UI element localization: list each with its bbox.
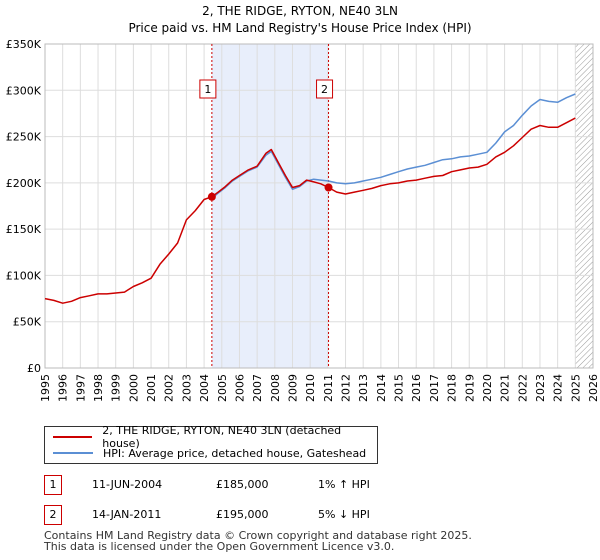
sale-label-text: 2	[321, 83, 328, 96]
footer-line-1: Contains HM Land Registry data © Crown c…	[44, 529, 472, 542]
x-tick-label: 2000	[127, 374, 140, 402]
x-tick-label: 2004	[198, 374, 211, 402]
sale-row-2: 2 14-JAN-2011 £195,000 5% ↓ HPI	[44, 505, 444, 527]
x-tick-label: 1999	[110, 374, 123, 402]
x-tick-label: 2016	[410, 374, 423, 402]
property-price-line	[44, 117, 576, 304]
sale-badge-1: 1	[44, 475, 62, 495]
plot-frame	[44, 43, 594, 369]
sale-hpi-1: 1% ↑ HPI	[318, 478, 370, 491]
x-tick-label: 1995	[39, 374, 52, 402]
legend-item-property: 2, THE RIDGE, RYTON, NE40 3LN (detached …	[53, 424, 377, 450]
x-tick-label: 2020	[481, 374, 494, 402]
x-tick-label: 1998	[92, 374, 105, 402]
y-tick-label: £50K	[13, 316, 42, 329]
sale-label-box	[316, 79, 334, 99]
chart-title: 2, THE RIDGE, RYTON, NE40 3LN	[202, 4, 398, 18]
sale-point	[324, 183, 333, 192]
x-tick-label: 2018	[446, 374, 459, 402]
hatched-region	[575, 44, 593, 368]
x-tick-label: 1996	[57, 374, 70, 402]
x-tick-label: 2019	[463, 374, 476, 402]
y-tick-label: £200K	[6, 177, 42, 190]
price-chart: 2, THE RIDGE, RYTON, NE40 3LN Price paid …	[6, 4, 600, 402]
x-tick-label: 2006	[233, 374, 246, 402]
y-tick-label: £100K	[6, 269, 42, 282]
x-tick-label: 2012	[340, 374, 353, 402]
sale-hpi-2: 5% ↓ HPI	[318, 508, 370, 521]
sale-row-1: 1 11-JUN-2004 £185,000 1% ↑ HPI	[44, 475, 444, 497]
x-tick-label: 2022	[516, 374, 529, 402]
x-tick-label: 2025	[569, 374, 582, 402]
x-tick-label: 2009	[286, 374, 299, 402]
legend-swatch-red	[53, 436, 93, 438]
sale-badge-2: 2	[44, 505, 62, 525]
legend-swatch-blue	[53, 452, 93, 454]
x-tick-label: 2014	[375, 374, 388, 402]
y-tick-label: £150K	[6, 223, 42, 236]
x-tick-label: 2017	[428, 374, 441, 402]
x-tick-label: 2015	[393, 374, 406, 402]
x-tick-label: 2011	[322, 374, 335, 402]
y-tick-label: £300K	[6, 84, 42, 97]
sale-label-box	[199, 79, 217, 99]
sale-date-2: 14-JAN-2011	[92, 508, 162, 521]
sale-point	[207, 192, 216, 201]
chart-legend: 2, THE RIDGE, RYTON, NE40 3LN (detached …	[44, 424, 378, 464]
x-tick-label: 2001	[145, 374, 158, 402]
y-tick-label: £0	[27, 362, 41, 375]
chart-subtitle: Price paid vs. HM Land Registry's House …	[128, 21, 471, 35]
sale-price-2: £195,000	[216, 508, 269, 521]
legend-label-property: 2, THE RIDGE, RYTON, NE40 3LN (detached …	[102, 424, 342, 450]
footer-line-2: This data is licensed under the Open Gov…	[44, 540, 395, 553]
x-tick-label: 2007	[251, 374, 264, 402]
x-tick-label: 2021	[499, 374, 512, 402]
x-tick-label: 2002	[163, 374, 176, 402]
x-tick-label: 2010	[304, 374, 317, 402]
footer-text: Contains HM Land Registry data © Crown c…	[44, 530, 472, 552]
sale-period-shading	[211, 44, 329, 368]
x-tick-label: 1997	[74, 374, 87, 402]
x-tick-label: 2003	[180, 374, 193, 402]
x-tick-label: 2013	[357, 374, 370, 402]
x-tick-label: 2005	[216, 374, 229, 402]
sale-label-text: 1	[204, 83, 211, 96]
y-tick-label: £250K	[6, 131, 42, 144]
sale-price-1: £185,000	[216, 478, 269, 491]
legend-item-hpi: HPI: Average price, detached house, Gate…	[53, 446, 366, 460]
hpi-line	[211, 93, 576, 200]
x-tick-label: 2026	[587, 374, 600, 402]
x-tick-label: 2024	[552, 374, 565, 402]
x-tick-label: 2008	[269, 374, 282, 402]
sale-date-1: 11-JUN-2004	[92, 478, 163, 491]
y-tick-label: £350K	[6, 38, 42, 51]
legend-label-hpi: HPI: Average price, detached house, Gate…	[103, 446, 367, 460]
x-tick-label: 2023	[534, 374, 547, 402]
